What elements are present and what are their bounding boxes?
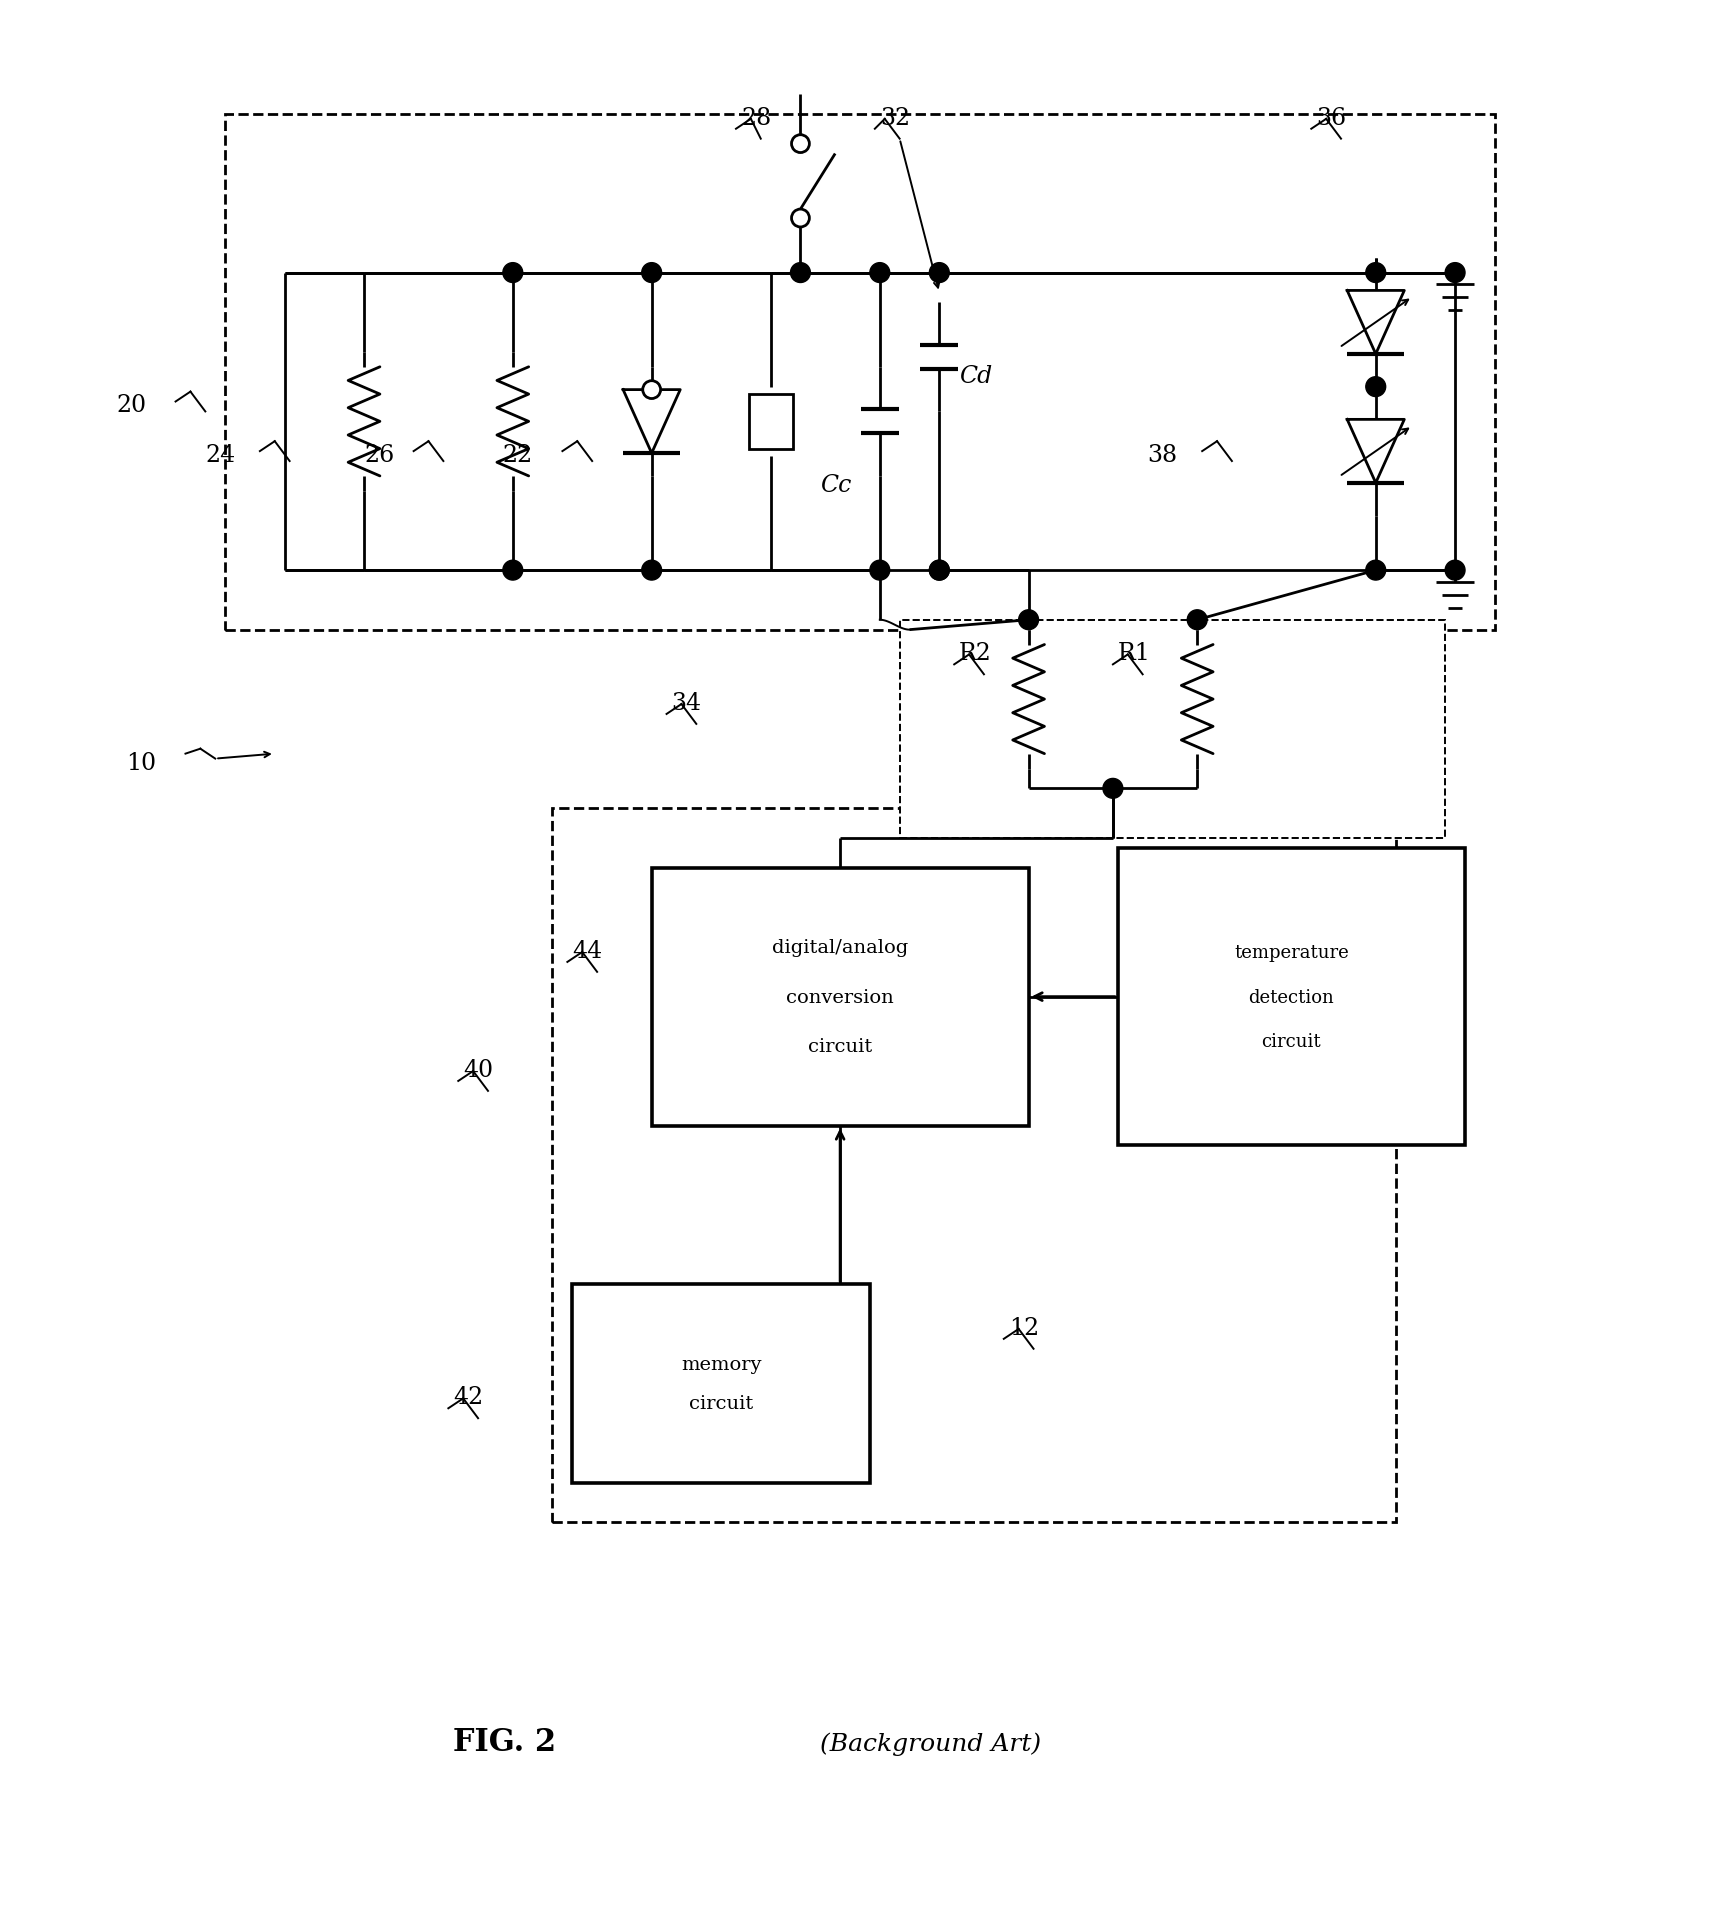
Text: 34: 34 — [671, 692, 702, 715]
Bar — [900, 620, 1446, 839]
Text: 22: 22 — [503, 444, 534, 467]
Bar — [226, 114, 1495, 631]
Circle shape — [1104, 780, 1122, 799]
Circle shape — [869, 263, 890, 284]
Circle shape — [1365, 263, 1386, 284]
Circle shape — [503, 561, 524, 582]
Text: Cd: Cd — [960, 364, 992, 387]
Text: R2: R2 — [960, 643, 992, 666]
Circle shape — [929, 561, 950, 582]
Circle shape — [1446, 263, 1465, 284]
Circle shape — [643, 381, 660, 399]
Text: R1: R1 — [1117, 643, 1152, 666]
Circle shape — [642, 263, 662, 284]
Bar — [1117, 849, 1465, 1146]
Circle shape — [790, 263, 811, 284]
Circle shape — [792, 135, 809, 153]
Text: temperature: temperature — [1234, 944, 1348, 961]
Text: Cc: Cc — [820, 473, 852, 496]
Text: memory: memory — [681, 1356, 761, 1373]
Text: 42: 42 — [453, 1386, 484, 1409]
Text: circuit: circuit — [1261, 1034, 1321, 1051]
Circle shape — [503, 263, 524, 284]
Text: conversion: conversion — [787, 988, 895, 1007]
Text: 36: 36 — [1316, 107, 1347, 130]
Bar — [553, 809, 1396, 1522]
Text: FIG. 2: FIG. 2 — [453, 1726, 556, 1758]
Circle shape — [1187, 610, 1208, 631]
Text: 20: 20 — [116, 395, 145, 418]
Circle shape — [1446, 561, 1465, 582]
Text: 12: 12 — [1009, 1316, 1039, 1339]
Circle shape — [642, 561, 662, 582]
Circle shape — [1018, 610, 1039, 631]
Circle shape — [1365, 561, 1386, 582]
Text: 40: 40 — [464, 1058, 493, 1081]
Text: digital/analog: digital/analog — [772, 938, 909, 957]
Text: 28: 28 — [741, 107, 772, 130]
Text: 32: 32 — [879, 107, 910, 130]
Circle shape — [792, 210, 809, 227]
Text: 10: 10 — [127, 751, 156, 774]
Text: circuit: circuit — [808, 1037, 873, 1056]
Text: 24: 24 — [205, 444, 236, 467]
Circle shape — [1365, 378, 1386, 397]
Text: 44: 44 — [571, 940, 602, 963]
Bar — [571, 1285, 869, 1484]
Bar — [749, 395, 792, 450]
Text: (Background Art): (Background Art) — [820, 1732, 1042, 1756]
Circle shape — [929, 561, 950, 582]
Bar — [652, 868, 1028, 1125]
Text: detection: detection — [1249, 988, 1335, 1007]
Text: 26: 26 — [364, 444, 394, 467]
Text: 38: 38 — [1148, 444, 1177, 467]
Circle shape — [929, 263, 950, 284]
Text: circuit: circuit — [690, 1394, 753, 1413]
Circle shape — [869, 561, 890, 582]
